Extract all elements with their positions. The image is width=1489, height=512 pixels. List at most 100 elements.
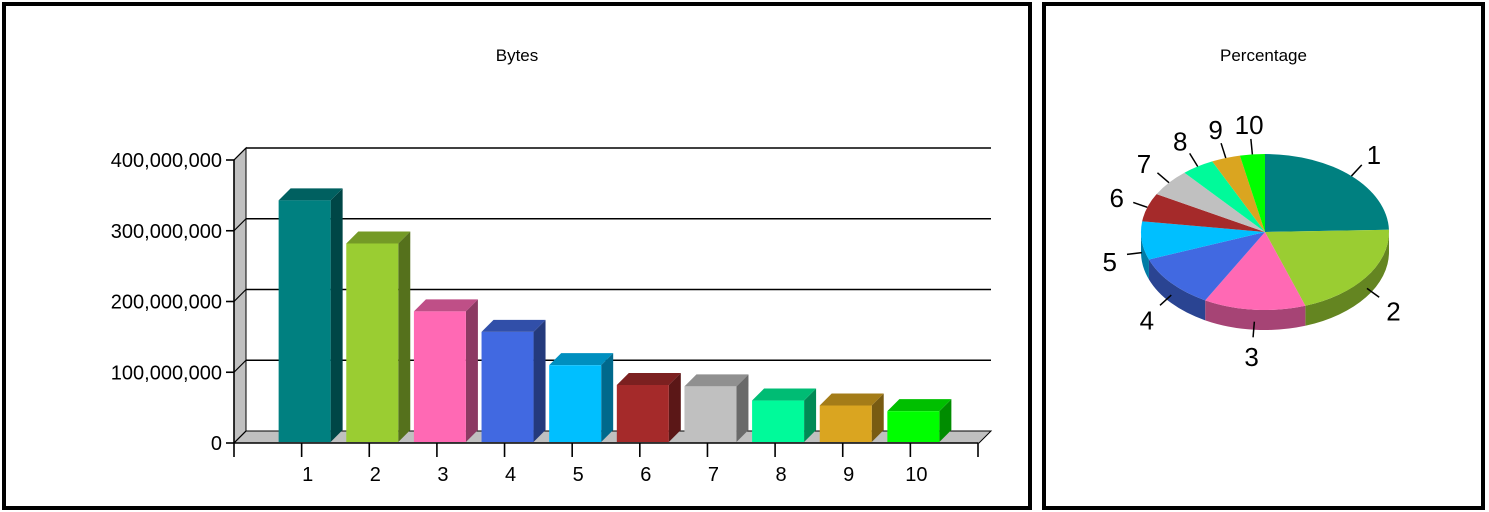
bar-1: [278, 188, 343, 442]
bar-side: [601, 353, 614, 442]
pie-leader-line: [1126, 251, 1142, 256]
pie-slice-1: [1265, 154, 1389, 232]
pie-label-7: 7: [1137, 149, 1151, 179]
pie-label-8: 8: [1173, 127, 1187, 157]
x-tick-label: 3: [437, 464, 448, 486]
bar-side: [533, 319, 546, 442]
bar-8: [752, 388, 817, 442]
pie-leader-line: [1159, 294, 1172, 306]
x-tick-label: 2: [370, 464, 381, 486]
pie-slice-7: [1156, 172, 1265, 232]
pie-leader-line: [1220, 142, 1227, 159]
bar-top: [481, 319, 546, 332]
bar-top: [346, 231, 411, 244]
pie-leader-line: [1133, 201, 1148, 209]
bar-front: [549, 365, 602, 442]
gridline-diagonal: [233, 430, 247, 444]
pie-label-10: 10: [1235, 110, 1264, 140]
bar-5: [549, 353, 614, 442]
bar-front: [887, 411, 940, 442]
bar-side: [804, 388, 817, 442]
bar-front: [481, 331, 534, 442]
pie-label-9: 9: [1208, 115, 1222, 145]
bar-side: [668, 372, 681, 442]
x-tick-label: 9: [843, 464, 854, 486]
x-tick-label: 5: [573, 464, 584, 486]
bar-6: [616, 372, 681, 442]
bar-side: [330, 188, 343, 442]
pie-label-4: 4: [1140, 305, 1154, 335]
pie-slice-6: [1142, 194, 1265, 232]
bar-top: [752, 388, 817, 401]
pie-label-3: 3: [1244, 342, 1258, 372]
pie-slice-side-4: [1148, 259, 1206, 321]
bar-front: [684, 386, 737, 442]
pie-leader-line: [1250, 138, 1254, 155]
pie-leader-line: [1350, 164, 1363, 177]
pie-label-1: 1: [1367, 140, 1381, 170]
pie-slice-side-5: [1141, 232, 1149, 280]
gridline-diagonal: [233, 147, 247, 161]
x-tick-label: 7: [708, 464, 719, 486]
pie-leader-line: [1366, 287, 1380, 298]
x-tick-label: 8: [776, 464, 787, 486]
bar-2: [346, 231, 411, 442]
percentage-chart-title: Percentage: [1220, 46, 1307, 65]
pie-tops: [1141, 154, 1389, 310]
bar-front: [413, 311, 466, 442]
y-tick-label: 100,000,000: [111, 362, 222, 384]
x-tick-label: 1: [302, 464, 313, 486]
bar-front: [346, 243, 399, 442]
y-tick-label: 300,000,000: [111, 221, 222, 243]
bar-top: [887, 399, 952, 412]
pie-slice-side-3: [1205, 300, 1306, 330]
pie-slice-4: [1148, 232, 1265, 301]
pie-slice-9: [1212, 155, 1265, 232]
pie-leader-line: [1252, 321, 1256, 338]
pie-slice-5: [1141, 221, 1265, 260]
pie-slice-8: [1184, 161, 1265, 232]
y-tick-label: 400,000,000: [111, 150, 222, 172]
y-tick-label: 200,000,000: [111, 292, 222, 314]
pie-label-5: 5: [1102, 247, 1116, 277]
bar-side: [398, 231, 411, 442]
bar-side: [465, 299, 478, 442]
pie-sides: [1141, 232, 1389, 330]
pie-slice-side-2: [1305, 232, 1389, 326]
x-tick-label: 6: [640, 464, 651, 486]
bar-front: [616, 384, 669, 442]
gridline-diagonal: [233, 218, 247, 232]
pie-slice-2: [1265, 229, 1389, 306]
pie-label-2: 2: [1386, 296, 1400, 326]
bar-top: [278, 188, 343, 201]
bar-4: [481, 319, 546, 442]
bar-front: [752, 400, 805, 442]
bytes-chart-title: Bytes: [495, 46, 539, 65]
percentage-chart-panel: Percentage 1 2 3 4 5 6 7 8 9 10: [1042, 2, 1485, 510]
pie-slice-10: [1239, 154, 1265, 232]
bar-top: [413, 299, 478, 312]
bytes-bar-chart: 0 100,000,000 200,000,000 300,000,000 400,00…: [111, 146, 993, 486]
bar-front: [819, 405, 872, 442]
bar-10: [887, 399, 952, 442]
bar-top: [684, 374, 749, 387]
pie-leader-line: [1189, 152, 1199, 167]
bar-side: [939, 399, 952, 442]
bytes-chart-panel: Bytes 0 100,000,000 200,000,000 300,000,000…: [2, 2, 1032, 510]
bar-top: [819, 393, 884, 406]
bar-front: [278, 200, 331, 442]
bar-top: [549, 353, 614, 366]
x-tick-label: 4: [505, 464, 516, 486]
pie-slice-3: [1205, 232, 1306, 310]
gridline-diagonal: [233, 359, 247, 373]
pie-leader-line: [1156, 172, 1170, 184]
gridline-diagonal: [233, 289, 247, 302]
bar-side: [736, 374, 749, 442]
pie-label-6: 6: [1110, 183, 1124, 213]
bar-top: [616, 372, 681, 385]
y-tick-label: 0: [211, 433, 222, 455]
x-tick-label: 10: [905, 464, 927, 486]
bar-side: [871, 393, 884, 442]
percentage-pie-chart: 1 2 3 45 678 9 10: [1102, 110, 1400, 372]
bar-7: [684, 374, 749, 442]
